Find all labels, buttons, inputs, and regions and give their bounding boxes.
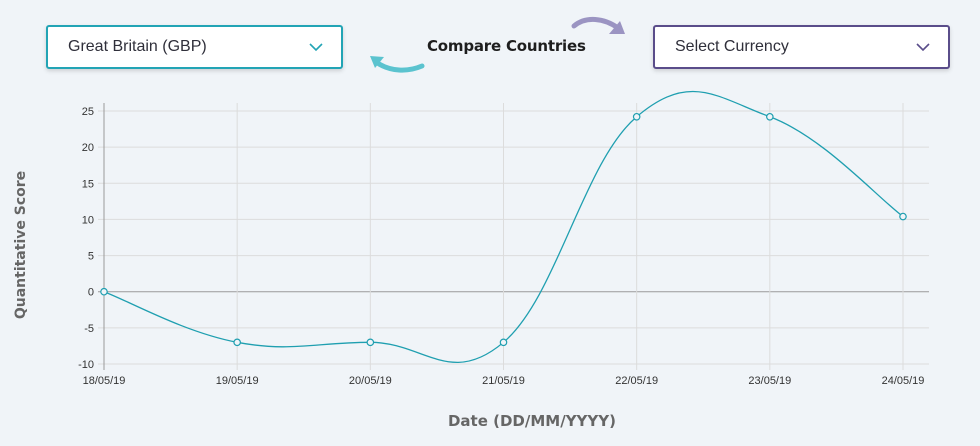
data-point <box>366 338 375 347</box>
y-tick-label: 5 <box>88 251 94 263</box>
compare-currency-select[interactable]: Select Currency <box>653 25 950 69</box>
chevron-down-icon <box>916 43 930 52</box>
x-tick-label: 21/05/19 <box>482 375 525 387</box>
country-currency-select[interactable]: Great Britain (GBP) <box>46 25 343 69</box>
y-tick-label: -10 <box>78 359 94 371</box>
curved-arrow-right-icon <box>571 17 625 34</box>
compare-currency-select-value: Select Currency <box>675 38 789 55</box>
curved-arrow-left-icon <box>370 56 425 73</box>
x-tick-label: 18/05/19 <box>83 375 126 387</box>
y-tick-label: 15 <box>82 178 94 190</box>
data-point <box>499 338 508 347</box>
data-point <box>899 212 907 221</box>
y-tick-label: 25 <box>82 106 94 118</box>
y-axis-label: Quantitative Score <box>13 170 29 320</box>
data-point <box>632 112 641 121</box>
y-tick-label: 20 <box>82 142 94 154</box>
x-tick-label: 19/05/19 <box>216 375 259 387</box>
data-point <box>100 287 108 296</box>
y-tick-label: 10 <box>82 214 94 226</box>
country-currency-select-value: Great Britain (GBP) <box>68 38 207 55</box>
data-point <box>233 338 241 347</box>
compare-countries-label: Compare Countries <box>427 37 586 55</box>
y-tick-label: 0 <box>88 287 94 299</box>
x-tick-label: 23/05/19 <box>748 375 791 387</box>
x-axis-label: Date (DD/MM/YYYY) <box>447 412 616 430</box>
chevron-down-icon <box>309 43 323 52</box>
x-tick-label: 24/05/19 <box>882 375 925 387</box>
data-point <box>766 112 774 121</box>
x-tick-label: 20/05/19 <box>349 375 392 387</box>
y-tick-label: -5 <box>84 323 94 335</box>
x-tick-label: 22/05/19 <box>615 375 658 387</box>
